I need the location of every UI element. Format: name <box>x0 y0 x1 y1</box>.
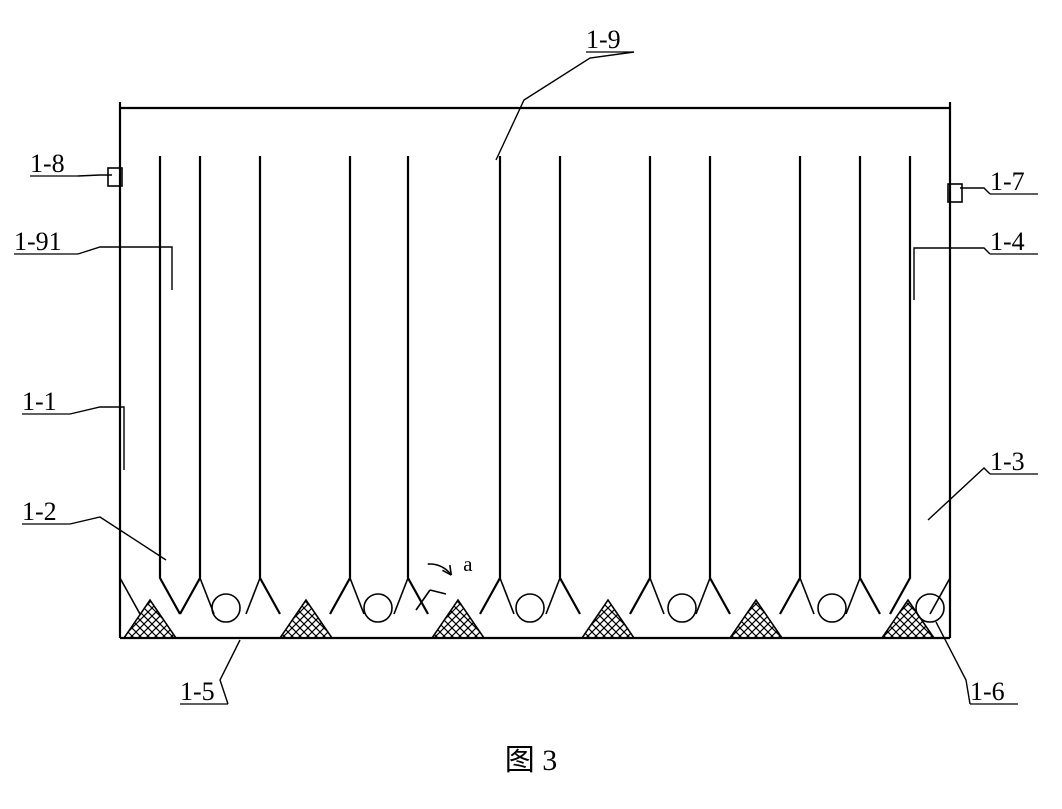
floor-wedge-6 <box>882 600 934 638</box>
floor-wedge-2 <box>280 600 332 638</box>
svg-text:1-7: 1-7 <box>990 167 1025 196</box>
label-1-8: 1-8 <box>30 149 112 178</box>
floor-pipe-4 <box>668 594 696 622</box>
label-1-7: 1-7 <box>960 167 1038 196</box>
label-1-2: 1-2 <box>22 497 166 560</box>
floor-wedge-5 <box>730 600 782 638</box>
diagram-canvas: a 1-9 1-8 1-91 1-1 1-2 1-5 1-7 1-4 1-3 1-6 图 3 <box>0 0 1062 809</box>
svg-text:1-2: 1-2 <box>22 497 57 526</box>
floor-pipe-6 <box>916 594 944 622</box>
tank-internals: a <box>120 156 950 638</box>
label-1-91: 1-91 <box>14 227 172 290</box>
floor-pipe-3 <box>516 594 544 622</box>
figure-caption: 图 3 <box>505 744 558 777</box>
floor-pipe-5 <box>818 594 846 622</box>
label-1-1: 1-1 <box>22 387 124 470</box>
floor-wedge-3 <box>432 600 484 638</box>
svg-text:1-9: 1-9 <box>586 25 621 54</box>
floor-pipe-1 <box>212 594 240 622</box>
label-1-4: 1-4 <box>914 227 1038 300</box>
svg-text:1-6: 1-6 <box>970 677 1005 706</box>
angle-label: a <box>463 553 472 576</box>
svg-text:1-1: 1-1 <box>22 387 57 416</box>
label-1-9: 1-9 <box>496 25 634 160</box>
label-1-3: 1-3 <box>928 447 1038 520</box>
floor-wedge-1 <box>124 600 176 638</box>
svg-text:1-5: 1-5 <box>180 677 215 706</box>
svg-text:1-3: 1-3 <box>990 447 1025 476</box>
label-1-6: 1-6 <box>936 622 1018 706</box>
floor-pipe-2 <box>364 594 392 622</box>
floor-wedge-4 <box>582 600 634 638</box>
svg-text:1-91: 1-91 <box>14 227 62 256</box>
label-1-5: 1-5 <box>180 640 240 706</box>
svg-text:1-4: 1-4 <box>990 227 1025 256</box>
svg-text:1-8: 1-8 <box>30 149 65 178</box>
